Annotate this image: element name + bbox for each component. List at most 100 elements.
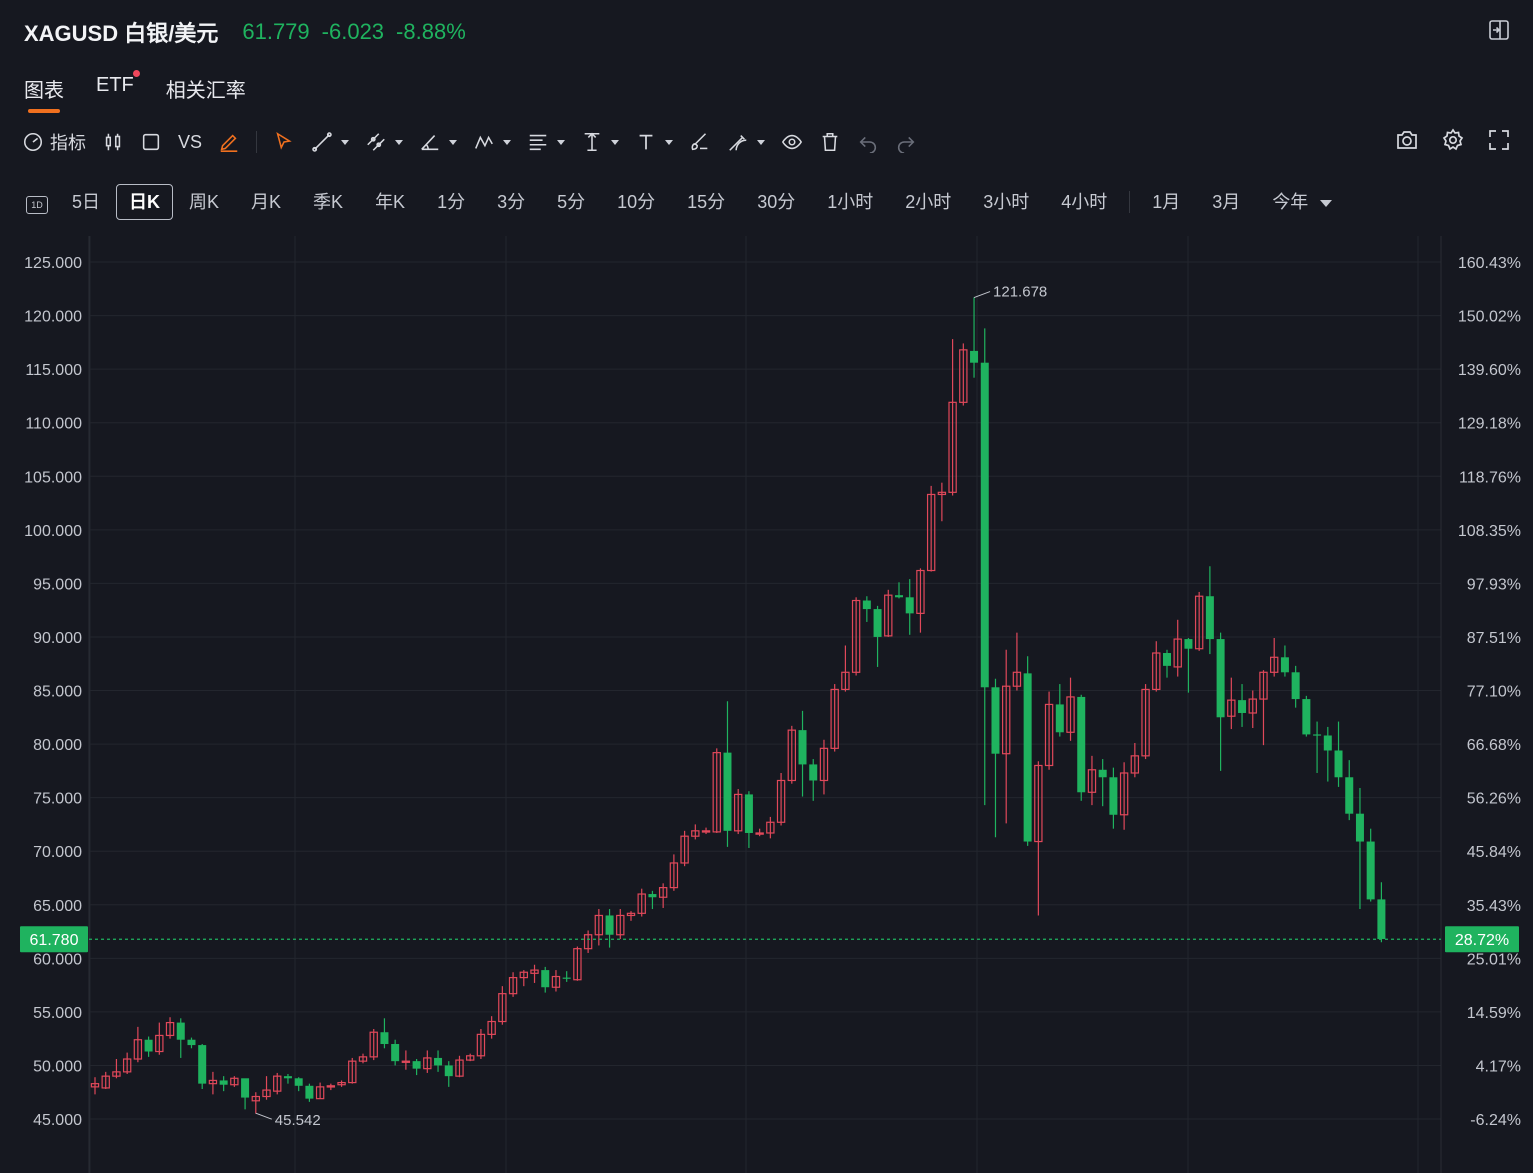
- brush-tool[interactable]: [689, 126, 711, 158]
- text-tool-caret: [665, 139, 674, 145]
- candle-body: [326, 1085, 336, 1088]
- period-6[interactable]: 年K: [359, 185, 421, 219]
- period-label: 30分: [757, 192, 796, 212]
- period-17[interactable]: 1月: [1136, 185, 1196, 219]
- gear-icon[interactable]: [1441, 128, 1465, 152]
- period-label: 季K: [313, 192, 344, 212]
- pattern-tool[interactable]: [473, 126, 512, 158]
- square-icon: [142, 133, 160, 151]
- candle-body: [776, 779, 786, 823]
- period-11[interactable]: 15分: [671, 185, 741, 219]
- camera-icon[interactable]: [1395, 128, 1419, 152]
- candle-body: [283, 1076, 292, 1079]
- candle-body: [733, 793, 743, 832]
- period-4[interactable]: 月K: [235, 185, 297, 219]
- candle-body: [1313, 734, 1322, 736]
- period-10[interactable]: 10分: [601, 185, 671, 219]
- pct-tick-label: 160.43%: [1458, 255, 1521, 272]
- candle-body: [1109, 777, 1118, 815]
- pattern-icon: [475, 135, 493, 149]
- candle-body: [1044, 703, 1054, 767]
- period-label: 月K: [251, 192, 282, 212]
- redo-button[interactable]: [895, 126, 917, 158]
- candle-body: [1023, 673, 1032, 842]
- period-2[interactable]: 日K: [116, 184, 174, 220]
- period-label: 1分: [437, 192, 466, 212]
- candlestick-chart[interactable]: 125.000 160.43% 120.000 150.02% 115.000 139.6…: [0, 236, 1533, 1173]
- period-12[interactable]: 30分: [741, 185, 811, 219]
- brush-icon: [691, 133, 708, 151]
- compare-box-button[interactable]: [140, 126, 162, 158]
- text-tool[interactable]: [635, 126, 674, 158]
- candle-body: [487, 1020, 496, 1035]
- candle-style-button[interactable]: [102, 126, 124, 158]
- tab-etf[interactable]: ETF: [96, 70, 140, 111]
- tab-related-fx[interactable]: 相关汇率: [166, 74, 246, 111]
- candle-body: [401, 1060, 411, 1063]
- measure-icon: [584, 132, 600, 152]
- candle-body: [1098, 769, 1107, 778]
- tab-chart[interactable]: 图表: [24, 74, 64, 113]
- pct-tick-label: 108.35%: [1458, 523, 1521, 540]
- candle-body: [305, 1085, 314, 1099]
- candle-body: [916, 569, 925, 614]
- channel-tool-caret: [395, 139, 404, 145]
- indicator-label: 指标: [50, 133, 86, 153]
- period-7[interactable]: 1分: [421, 185, 481, 219]
- fib-tool[interactable]: [527, 126, 566, 158]
- period-19[interactable]: 今年: [1256, 185, 1348, 219]
- cursor-tool[interactable]: [273, 126, 295, 158]
- period-3[interactable]: 周K: [173, 185, 235, 219]
- line-tool[interactable]: [311, 126, 350, 158]
- exit-fullscreen-icon[interactable]: [1487, 18, 1511, 42]
- period-label: 5分: [557, 192, 586, 212]
- toolbar-divider: [256, 131, 258, 153]
- visibility-tool[interactable]: [781, 126, 803, 158]
- period-15[interactable]: 3小时: [967, 185, 1045, 219]
- period-18[interactable]: 3月: [1196, 185, 1256, 219]
- fullscreen-icon[interactable]: [1487, 128, 1511, 152]
- candle-body: [315, 1086, 325, 1100]
- candle-body: [273, 1075, 282, 1092]
- undo-button[interactable]: [857, 126, 879, 158]
- period-14[interactable]: 2小时: [889, 185, 967, 219]
- candle-body: [884, 594, 893, 637]
- candle-body: [991, 687, 1000, 754]
- measure-tool[interactable]: [581, 126, 620, 158]
- vs-button[interactable]: VS: [178, 126, 202, 158]
- period-9[interactable]: 5分: [541, 185, 601, 219]
- candle-body: [669, 862, 679, 889]
- candle-body: [905, 597, 914, 614]
- candle-body: [701, 830, 711, 833]
- period-1[interactable]: 5日: [56, 185, 116, 219]
- angle-tool[interactable]: [419, 126, 458, 158]
- candle-body: [241, 1078, 250, 1098]
- pct-tick-label: 45.84%: [1467, 844, 1521, 861]
- candlestick-icon: [105, 133, 121, 151]
- channel-tool[interactable]: [365, 126, 404, 158]
- candle-body: [187, 1039, 196, 1046]
- candle-body: [262, 1089, 271, 1098]
- pct-tick-label: 118.76%: [1459, 469, 1521, 486]
- period-13[interactable]: 1小时: [811, 185, 889, 219]
- candle-body: [1077, 696, 1086, 793]
- period-16[interactable]: 4小时: [1045, 185, 1123, 219]
- period-5[interactable]: 季K: [297, 185, 359, 219]
- tab-related-fx-label: 相关汇率: [165, 80, 246, 102]
- draw-toggle-button[interactable]: [218, 126, 240, 158]
- indicator-button[interactable]: 指标: [22, 126, 86, 158]
- candle-body: [455, 1059, 464, 1077]
- last-price: 61.779: [242, 19, 310, 44]
- y-tick-label: 120.000: [24, 309, 82, 326]
- candle-body: [122, 1058, 132, 1073]
- annotation-leader: [973, 291, 991, 299]
- delete-tool[interactable]: [819, 126, 841, 158]
- candle-body: [937, 491, 947, 496]
- hide-drawings-tool[interactable]: [727, 126, 766, 158]
- candle-body: [970, 350, 979, 363]
- period-0[interactable]: 1D: [22, 185, 56, 219]
- candle-body: [1066, 696, 1075, 733]
- y-tick-label: 115.000: [25, 362, 82, 379]
- period-8[interactable]: 3分: [481, 185, 541, 219]
- candle-body: [851, 599, 861, 673]
